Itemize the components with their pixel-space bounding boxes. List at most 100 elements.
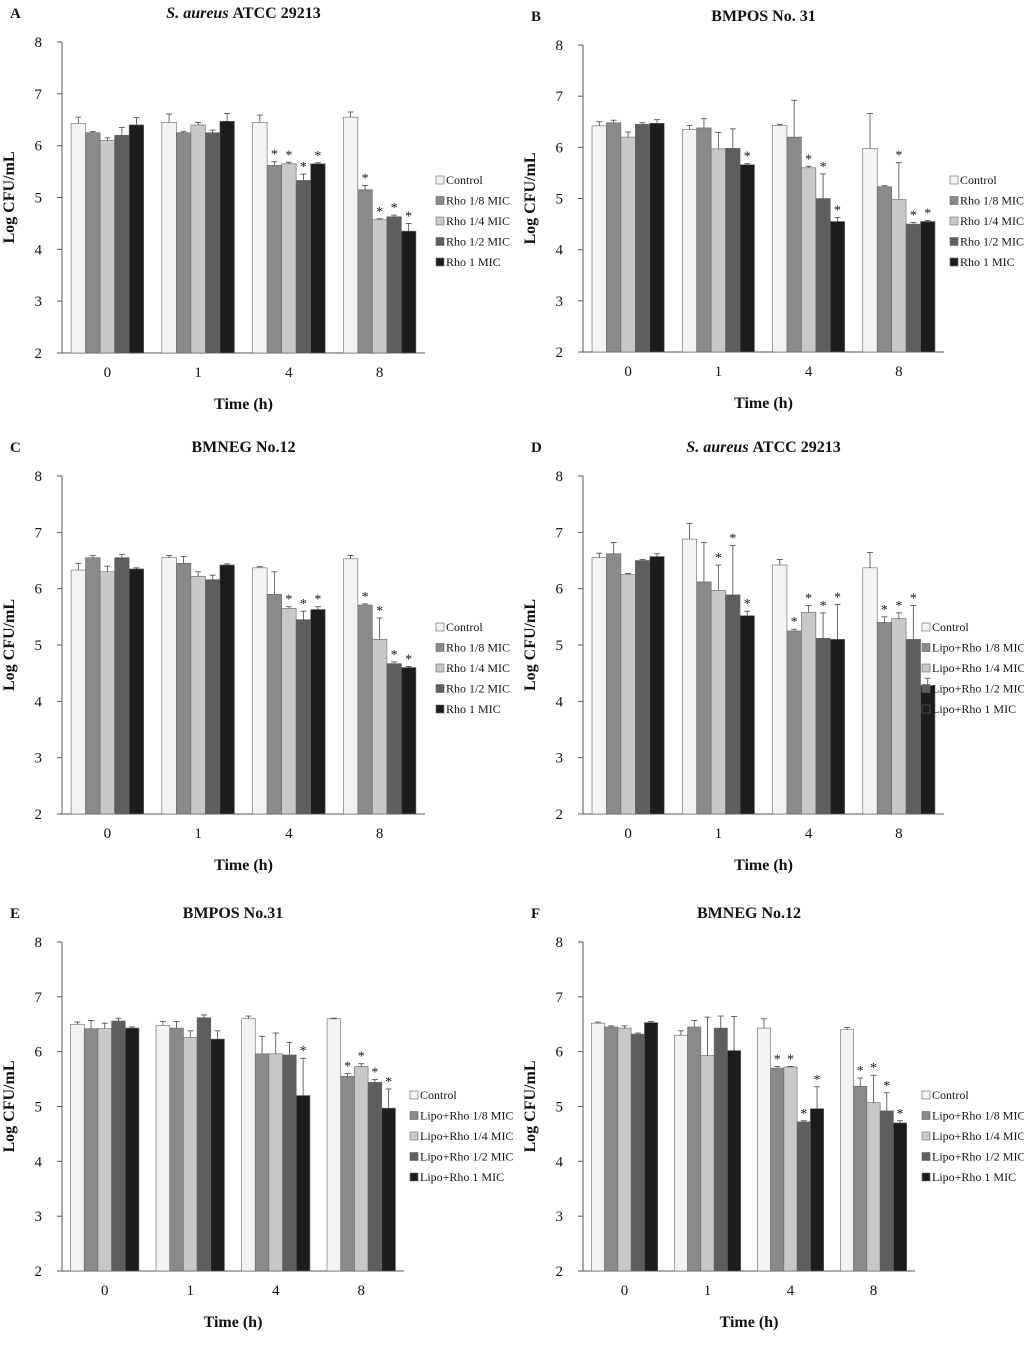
bar [815, 198, 831, 353]
legend-label: Control [420, 1088, 457, 1102]
legend-swatch [435, 175, 445, 185]
bar [644, 1022, 658, 1272]
y-tick-label: 4 [35, 1154, 43, 1170]
legend-swatch [949, 196, 959, 205]
y-tick-label: 7 [35, 525, 43, 541]
y-tick-label: 7 [556, 89, 564, 105]
bar [176, 132, 192, 354]
y-tick-label: 6 [556, 140, 564, 156]
bar [876, 186, 892, 353]
legend-swatch [435, 704, 445, 714]
x-tick-label: 0 [104, 365, 112, 381]
bar [205, 132, 221, 354]
x-tick-label: 4 [285, 365, 293, 381]
bar [266, 593, 282, 815]
bar [739, 164, 755, 353]
chart-title: BMPOS No.31 [183, 905, 283, 922]
bar [620, 574, 636, 815]
bar [796, 1121, 811, 1272]
legend-swatch [949, 175, 959, 185]
significance-marker: * [729, 531, 736, 546]
bar [281, 163, 297, 354]
bar [739, 615, 755, 815]
bar [401, 667, 417, 815]
panel-letter: A [10, 6, 21, 22]
x-axis-label: Time (h) [204, 1314, 263, 1331]
y-axis-label: Log CFU/mL [522, 153, 539, 245]
bar [241, 1018, 256, 1272]
x-tick-label: 8 [376, 365, 384, 381]
bar [862, 148, 878, 353]
significance-marker: * [715, 551, 722, 566]
legend-label: Rho 1 MIC [446, 702, 501, 716]
bar [219, 564, 235, 815]
bar [801, 167, 817, 353]
bar [367, 1082, 383, 1272]
legend-label: Rho 1/8 MIC [446, 194, 510, 208]
x-tick-label: 0 [624, 364, 632, 380]
bar [190, 575, 206, 815]
x-tick-label: 0 [621, 1283, 629, 1299]
bar [83, 1028, 99, 1272]
bar [161, 122, 177, 354]
legend-label: Control [932, 620, 969, 634]
bar [700, 1055, 715, 1272]
bar [114, 135, 130, 354]
significance-marker: * [787, 1052, 794, 1067]
legend-swatch [409, 1131, 419, 1141]
bar [114, 557, 130, 815]
bar [401, 230, 417, 354]
legend-swatch [409, 1111, 419, 1120]
bar [340, 1076, 355, 1272]
y-tick-label: 8 [556, 469, 564, 485]
bar [326, 1018, 342, 1272]
y-tick-label: 3 [556, 1209, 564, 1225]
significance-marker: * [300, 597, 307, 612]
significance-marker: * [300, 1044, 307, 1059]
x-tick-label: 8 [895, 826, 903, 842]
panel-letter: D [531, 440, 542, 456]
y-tick-label: 6 [35, 139, 43, 155]
bar [866, 1102, 881, 1272]
significance-marker: * [285, 593, 292, 608]
bar [372, 219, 388, 354]
y-tick-label: 2 [35, 807, 43, 823]
legend-swatch [921, 684, 931, 693]
bar [268, 1053, 283, 1272]
legend-swatch [435, 663, 445, 673]
bar [710, 590, 726, 815]
bar [310, 609, 326, 815]
significance-marker: * [376, 604, 383, 619]
bar [128, 568, 144, 815]
y-tick-label: 3 [556, 294, 564, 310]
bar [862, 567, 878, 815]
y-tick-label: 7 [35, 990, 43, 1006]
y-tick-label: 5 [35, 638, 43, 654]
x-axis-label: Time (h) [734, 857, 793, 874]
legend-label: Lipo+Rho 1/4 MIC [420, 1129, 513, 1143]
chart-title: BMNEG No.12 [697, 905, 801, 922]
bar [357, 189, 373, 354]
bar [687, 1026, 702, 1272]
legend-swatch [921, 622, 931, 632]
legend-label: Lipo+Rho 1/2 MIC [932, 682, 1024, 696]
bar [386, 216, 402, 354]
y-tick-label: 6 [35, 582, 43, 598]
x-tick-label: 0 [101, 1283, 109, 1299]
bar [891, 199, 907, 353]
bar [772, 125, 788, 353]
significance-marker: * [744, 150, 751, 165]
bar [372, 639, 388, 815]
significance-marker: * [371, 1066, 378, 1081]
bar [386, 663, 402, 815]
bar [266, 165, 282, 354]
legend-label: Lipo+Rho 1/4 MIC [932, 1129, 1024, 1143]
bar [801, 612, 817, 815]
legend-swatch [435, 684, 445, 693]
legend-label: Rho 1/8 MIC [960, 194, 1024, 208]
bar [681, 129, 698, 353]
bar [772, 564, 788, 815]
bar [725, 594, 741, 815]
bar [725, 148, 741, 353]
legend-label: Control [446, 620, 483, 634]
